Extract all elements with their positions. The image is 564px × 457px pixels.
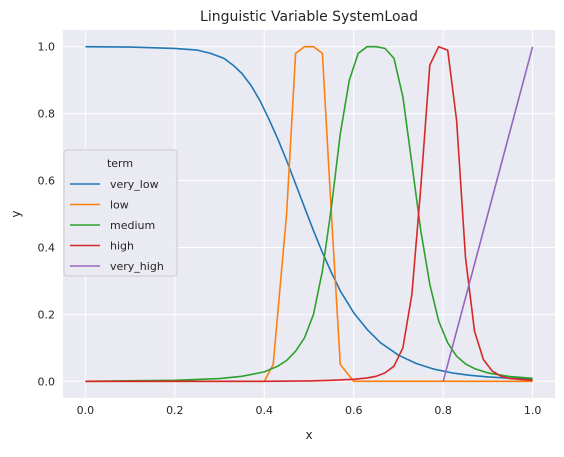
y-tick-label: 1.0 [38,41,56,54]
y-tick-labels: 0.0 0.2 0.4 0.6 0.8 1.0 [38,41,56,389]
legend-title: term [107,157,133,170]
y-tick-label: 0.0 [38,375,56,388]
y-tick-label: 0.2 [38,308,56,321]
series-line-low [85,45,533,383]
legend-entry-label: high [110,240,134,253]
series-line-medium [85,45,533,383]
x-tick-label: 0.0 [77,404,95,417]
y-tick-label: 0.6 [38,175,56,188]
series-line-very-high [442,46,534,382]
legend-box [63,149,178,277]
series-line-high [85,45,533,383]
x-axis-label: x [305,428,312,442]
legend-entry-label: medium [110,219,155,232]
x-tick-label: 1.0 [524,404,542,417]
x-tick-label: 0.2 [166,404,184,417]
series-line-very-low [85,45,533,381]
y-tick-label: 0.4 [38,241,56,254]
y-tick-label: 0.8 [38,108,56,121]
y-axis-label: y [9,210,23,217]
chart-title: Linguistic Variable SystemLoad [200,9,418,25]
series-lines [85,45,534,383]
legend-entry-label: very_low [110,178,159,191]
x-tick-label: 0.6 [345,404,363,417]
legend-entry-label: very_high [110,260,164,273]
x-tick-labels: 0.0 0.2 0.4 0.6 0.8 1.0 [77,404,542,417]
x-tick-label: 0.8 [434,404,452,417]
x-tick-label: 0.4 [256,404,274,417]
legend-entry-label: low [110,199,129,212]
